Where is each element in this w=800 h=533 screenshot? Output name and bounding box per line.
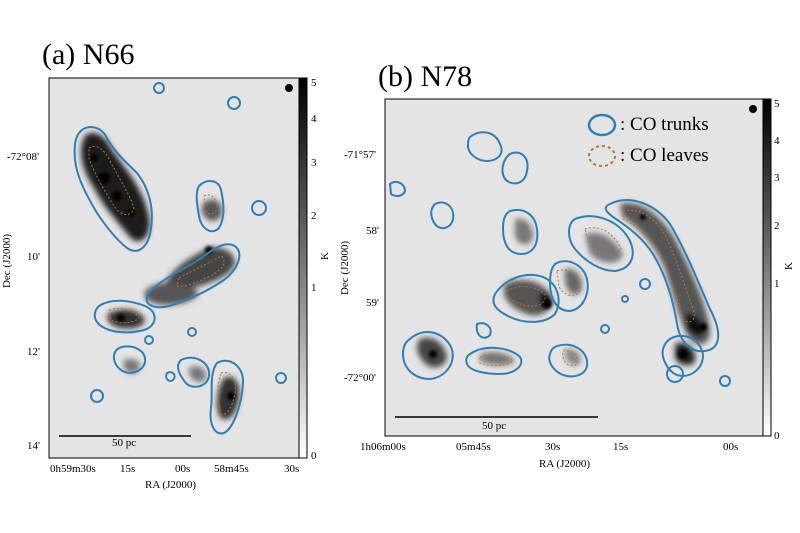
panel-b-cb-tick: 1 bbox=[774, 278, 780, 290]
panel-a-scale-bar-label: 50 pc bbox=[112, 437, 137, 449]
panel-b-ra-tick: 15s bbox=[613, 441, 629, 453]
panel-a-xlabel: RA (J2000) bbox=[145, 479, 197, 491]
panel-b-scale-bar-label: 50 pc bbox=[482, 420, 507, 432]
panel-b-ra-tick: 00s bbox=[723, 441, 739, 453]
panel-a-dec-tick: -72°08' bbox=[7, 151, 40, 163]
leaf-legend-label: : CO leaves bbox=[620, 145, 709, 166]
panel-b-cb-tick: 4 bbox=[774, 135, 780, 147]
panel-a-dec-tick: 10' bbox=[27, 251, 40, 263]
panel-a-ra-tick: 15s bbox=[120, 463, 136, 475]
trunk-legend-marker bbox=[587, 113, 617, 137]
panel-b-ra-tick: 05m45s bbox=[456, 441, 491, 453]
panel-a-cb-tick: 3 bbox=[311, 157, 317, 169]
panel-a-cb-tick: 5 bbox=[311, 77, 317, 89]
panel-b-cb-tick: 0 bbox=[774, 430, 780, 442]
panel-b-colorbar bbox=[762, 98, 772, 437]
panel-a-title: (a) N66 bbox=[42, 38, 135, 71]
panel-a-dec-tick: 14' bbox=[27, 440, 40, 452]
trunk-legend-text: CO trunks bbox=[630, 114, 709, 135]
panel-a-cb-tick: 0 bbox=[311, 450, 317, 462]
leaf-legend-marker bbox=[588, 145, 616, 167]
panel-a-colorbar bbox=[298, 77, 308, 459]
panel-a-cb-tick: 4 bbox=[311, 113, 317, 125]
panel-b-cb-tick: 2 bbox=[774, 220, 780, 232]
panel-b-xlabel: RA (J2000) bbox=[539, 458, 591, 470]
panel-b-ra-tick: 30s bbox=[545, 441, 561, 453]
panel-b-image bbox=[384, 98, 764, 437]
panel-a-ra-tick: 30s bbox=[284, 463, 300, 475]
panel-a-dec-tick: 12' bbox=[27, 346, 40, 358]
panel-b-colorbar-label: K bbox=[782, 262, 795, 270]
panel-b-ylabel: Dec (J2000) bbox=[339, 240, 352, 296]
panel-a-cb-tick: 1 bbox=[311, 282, 317, 294]
panel-b-ra-tick: 1h06m00s bbox=[360, 441, 406, 453]
leaf-legend-text: CO leaves bbox=[630, 145, 709, 166]
panel-b-dec-tick: 59' bbox=[366, 297, 379, 309]
panel-b-title: (b) N78 bbox=[378, 60, 473, 93]
panel-a-ra-tick: 58m45s bbox=[214, 463, 249, 475]
panel-b-dec-tick: 58' bbox=[366, 225, 379, 237]
panel-a-colorbar-label: K bbox=[318, 252, 331, 260]
panel-b-dec-tick: -71°57' bbox=[344, 149, 377, 161]
panel-a-image bbox=[48, 77, 300, 459]
panel-b-dec-tick: -72°00' bbox=[344, 372, 377, 384]
panel-a-ra-tick: 0h59m30s bbox=[50, 463, 96, 475]
trunk-legend-label: : CO trunks bbox=[620, 114, 709, 135]
panel-a-ra-tick: 00s bbox=[175, 463, 191, 475]
panel-a-ylabel: Dec (J2000) bbox=[1, 233, 14, 289]
panel-b-cb-tick: 5 bbox=[774, 98, 780, 110]
panel-b-cb-tick: 3 bbox=[774, 172, 780, 184]
panel-a-cb-tick: 2 bbox=[311, 210, 317, 222]
